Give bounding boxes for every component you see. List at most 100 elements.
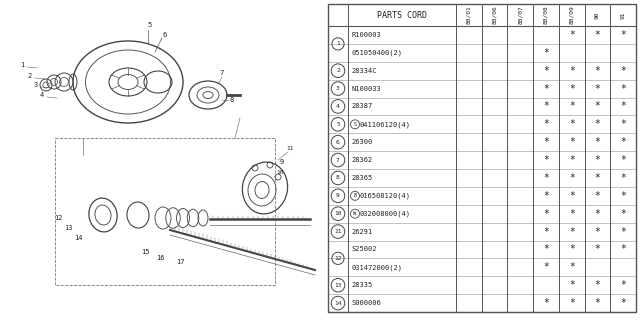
Text: 11: 11 bbox=[334, 229, 342, 234]
Text: *: * bbox=[595, 30, 600, 40]
Text: *: * bbox=[543, 137, 549, 147]
Text: *: * bbox=[620, 30, 626, 40]
Text: 28334C: 28334C bbox=[351, 68, 376, 74]
Text: *: * bbox=[595, 280, 600, 290]
Text: 1: 1 bbox=[20, 62, 24, 68]
Text: *: * bbox=[543, 66, 549, 76]
Text: 4: 4 bbox=[40, 92, 44, 98]
Text: *: * bbox=[595, 191, 600, 201]
Text: *: * bbox=[569, 84, 575, 93]
Text: 28387: 28387 bbox=[351, 103, 372, 109]
Text: 1: 1 bbox=[336, 41, 340, 46]
Text: *: * bbox=[543, 262, 549, 272]
Text: *: * bbox=[569, 155, 575, 165]
Text: 031472000(2): 031472000(2) bbox=[351, 264, 402, 271]
Text: *: * bbox=[620, 119, 626, 129]
Text: *: * bbox=[543, 101, 549, 111]
Text: *: * bbox=[595, 227, 600, 236]
Text: 2: 2 bbox=[336, 68, 340, 73]
Text: *: * bbox=[569, 298, 575, 308]
Text: S25002: S25002 bbox=[351, 246, 376, 252]
Text: 91: 91 bbox=[621, 11, 626, 19]
Text: *: * bbox=[620, 101, 626, 111]
Text: *: * bbox=[543, 48, 549, 58]
Text: 10: 10 bbox=[334, 211, 342, 216]
Text: 28362: 28362 bbox=[351, 157, 372, 163]
Text: *: * bbox=[569, 101, 575, 111]
Text: 11: 11 bbox=[286, 146, 294, 150]
Text: 26291: 26291 bbox=[351, 228, 372, 235]
Text: 3: 3 bbox=[34, 82, 38, 88]
Text: *: * bbox=[620, 227, 626, 236]
Text: *: * bbox=[595, 173, 600, 183]
Text: 8: 8 bbox=[230, 97, 234, 103]
Text: *: * bbox=[620, 84, 626, 93]
Text: *: * bbox=[569, 209, 575, 219]
Text: 15: 15 bbox=[141, 249, 149, 255]
Text: 88/06: 88/06 bbox=[492, 6, 497, 24]
Text: S000006: S000006 bbox=[351, 300, 381, 306]
Text: 16: 16 bbox=[156, 255, 164, 261]
Text: *: * bbox=[620, 155, 626, 165]
Text: *: * bbox=[620, 298, 626, 308]
Text: *: * bbox=[543, 173, 549, 183]
Text: 14: 14 bbox=[334, 300, 342, 306]
Text: *: * bbox=[595, 244, 600, 254]
Text: 13: 13 bbox=[64, 225, 72, 231]
Text: *: * bbox=[543, 298, 549, 308]
Text: PARTS CORD: PARTS CORD bbox=[377, 11, 427, 20]
Text: S: S bbox=[353, 122, 356, 127]
Text: *: * bbox=[595, 84, 600, 93]
Text: 28365: 28365 bbox=[351, 175, 372, 181]
Text: *: * bbox=[620, 209, 626, 219]
Text: *: * bbox=[595, 66, 600, 76]
Text: *: * bbox=[543, 227, 549, 236]
Text: 016508120(4): 016508120(4) bbox=[360, 193, 411, 199]
Text: 17: 17 bbox=[176, 259, 184, 265]
Text: *: * bbox=[620, 173, 626, 183]
Text: R100003: R100003 bbox=[351, 32, 381, 38]
Text: *: * bbox=[595, 119, 600, 129]
Text: 7: 7 bbox=[336, 157, 340, 163]
Text: 9: 9 bbox=[280, 159, 284, 165]
Text: *: * bbox=[595, 298, 600, 308]
Text: *: * bbox=[620, 191, 626, 201]
Text: *: * bbox=[543, 209, 549, 219]
Text: *: * bbox=[620, 137, 626, 147]
Text: 28335: 28335 bbox=[351, 282, 372, 288]
Text: *: * bbox=[595, 137, 600, 147]
Text: *: * bbox=[569, 191, 575, 201]
Text: *: * bbox=[620, 280, 626, 290]
Text: *: * bbox=[595, 101, 600, 111]
Text: 88/09: 88/09 bbox=[569, 6, 574, 24]
Text: 12: 12 bbox=[334, 256, 342, 261]
Text: *: * bbox=[620, 244, 626, 254]
Text: 8: 8 bbox=[336, 175, 340, 180]
Text: *: * bbox=[543, 191, 549, 201]
Text: 10: 10 bbox=[276, 171, 284, 175]
Text: *: * bbox=[569, 119, 575, 129]
Text: *: * bbox=[543, 84, 549, 93]
Text: 5: 5 bbox=[148, 22, 152, 28]
Bar bbox=[328, 4, 636, 312]
Text: 9: 9 bbox=[336, 193, 340, 198]
Text: *: * bbox=[595, 155, 600, 165]
Text: 6: 6 bbox=[336, 140, 340, 145]
Text: *: * bbox=[569, 262, 575, 272]
Text: 041106120(4): 041106120(4) bbox=[360, 121, 411, 128]
Text: B: B bbox=[353, 193, 356, 198]
Text: 14: 14 bbox=[74, 235, 83, 241]
Text: *: * bbox=[569, 244, 575, 254]
Text: *: * bbox=[543, 119, 549, 129]
Text: *: * bbox=[569, 137, 575, 147]
Text: *: * bbox=[543, 155, 549, 165]
Text: *: * bbox=[569, 30, 575, 40]
Text: 032008000(4): 032008000(4) bbox=[360, 211, 411, 217]
Text: 88/01: 88/01 bbox=[467, 6, 471, 24]
Text: *: * bbox=[569, 227, 575, 236]
Text: 88/08: 88/08 bbox=[543, 6, 548, 24]
Text: 13: 13 bbox=[334, 283, 342, 288]
Text: *: * bbox=[543, 244, 549, 254]
Text: *: * bbox=[569, 66, 575, 76]
Text: *: * bbox=[595, 209, 600, 219]
